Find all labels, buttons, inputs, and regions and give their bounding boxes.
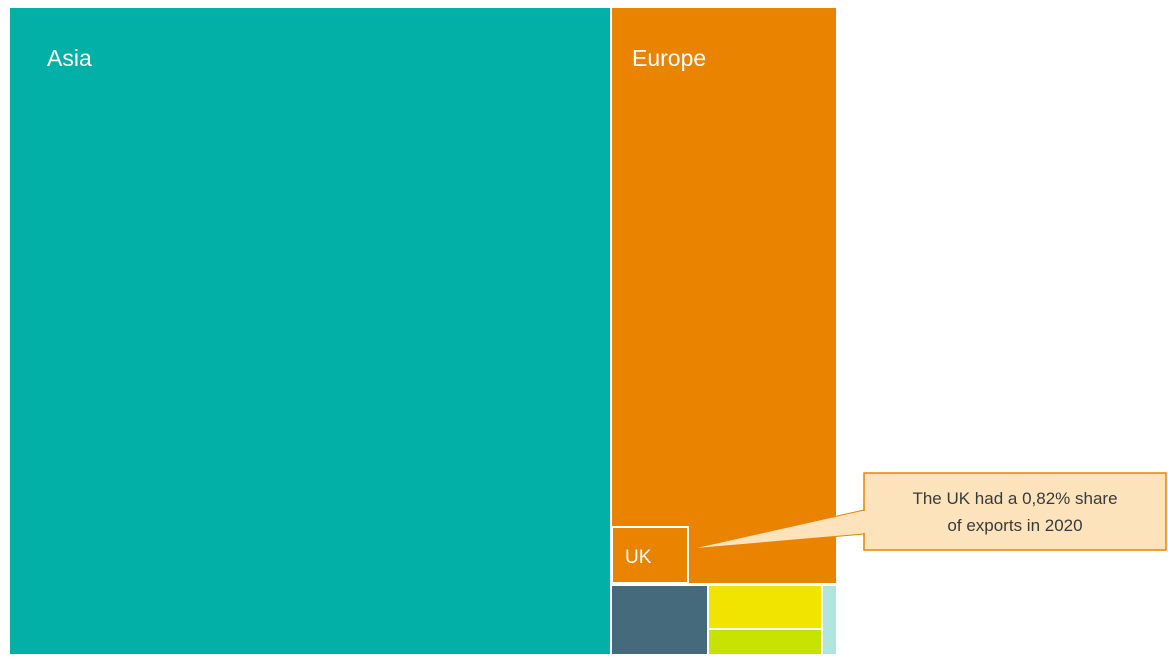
region-d-tile [823, 586, 836, 654]
uk-tile [611, 526, 689, 584]
asia-label: Asia [47, 45, 92, 71]
europe-label: Europe [632, 45, 706, 71]
region-c-tile [709, 630, 821, 654]
annotation-box [863, 472, 1167, 551]
europe-tile [612, 8, 836, 583]
region-b-tile [709, 586, 821, 628]
uk-label: UK [625, 547, 652, 568]
annotation-text-line-1: The UK had a 0,82% share [912, 489, 1117, 508]
region-a-tile [612, 586, 707, 654]
annotation-text-line-2: of exports in 2020 [947, 516, 1082, 535]
asia-tile [10, 8, 610, 654]
